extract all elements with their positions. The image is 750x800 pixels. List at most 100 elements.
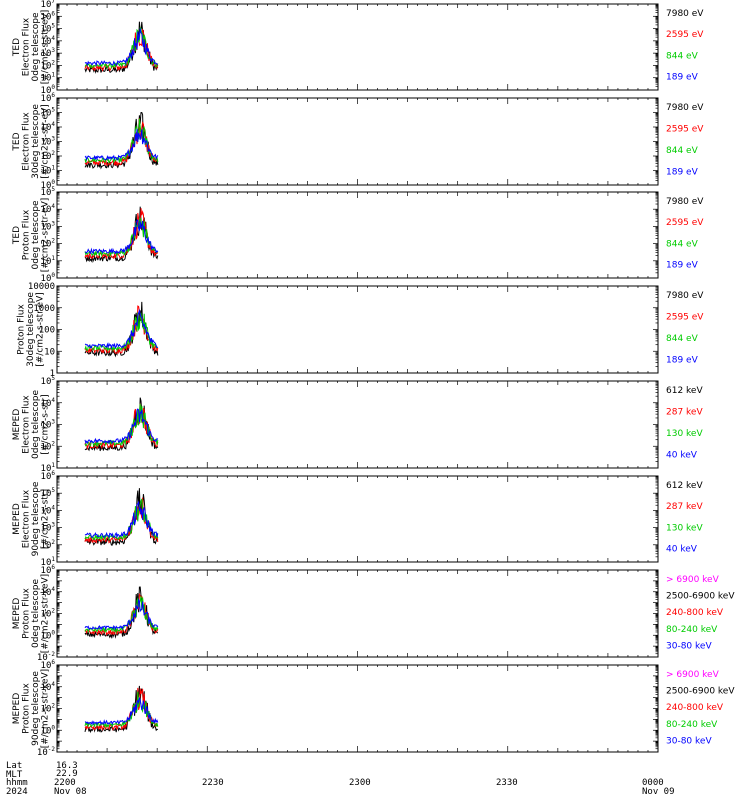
legend-entry-4: 30-80 keV [666, 736, 712, 746]
ytick-label-4-4: 105 [41, 375, 56, 387]
trace-2 [84, 27, 159, 70]
trace-3 [84, 308, 158, 350]
trace-2 [84, 312, 158, 352]
ylabel-line: [#/cm2-s-str-eV] [40, 198, 50, 273]
legend-entry-3: 189 eV [666, 261, 699, 271]
footer-label-mlt: MLT [6, 769, 23, 780]
trace-3 [84, 28, 158, 67]
panel-2-ylabel: TED Proton Flux 0deg telescope [#/cm2-s-str… [12, 198, 51, 273]
footer-label-lat: Lat [6, 761, 23, 771]
legend-entry-0: 7980 eV [666, 197, 704, 207]
panel-0-traces [84, 21, 159, 74]
panel-5-ylabel: MEPED Electron Flux 90deg telescope [#/cm2-… [12, 481, 51, 556]
ylabel-line: [#/cm2-s-str-eV] [40, 10, 50, 85]
ylabel-line: Proton Flux [21, 588, 31, 639]
footer-mlt-value: 22.9 [56, 769, 78, 779]
legend-entry-2: 130 keV [666, 429, 703, 439]
ylabel-line: 30deg telescope [26, 292, 36, 367]
ylabel-line: Electron Flux [21, 112, 31, 171]
trace-2 [84, 592, 159, 637]
ylabel-line: [#/cm2-s-str-eV] [40, 104, 50, 179]
trace-4 [84, 598, 159, 631]
legend-entry-1: 2595 eV [666, 30, 704, 40]
legend-entry-2: 844 eV [666, 51, 699, 61]
ylabel-line: TED [12, 132, 22, 151]
legend-entry-0: > 6900 keV [666, 670, 720, 680]
legend-entry-0: 7980 eV [666, 103, 704, 113]
legend-entry-2: 240-800 keV [666, 703, 724, 713]
ytick-label-0-5: 105 [41, 23, 56, 35]
ylabel-line: 0deg telescope [31, 579, 41, 649]
trace-4 [84, 697, 159, 726]
x-tick-label-2: 2300 [349, 778, 371, 788]
ylabel-line: Electron Flux [21, 489, 31, 548]
ylabel-line: 90deg telescope [31, 481, 41, 556]
trace-2 [84, 403, 159, 448]
ylabel-line: Proton Flux [21, 683, 31, 734]
legend-entry-1: 2595 eV [666, 312, 704, 322]
legend-entry-3: 189 eV [666, 167, 699, 177]
legend-entry-0: 612 keV [666, 386, 703, 396]
legend-entry-1: 287 keV [666, 407, 703, 417]
ytick-label-3-1: 10 [44, 347, 55, 357]
ylabel-line: 0deg telescope [31, 200, 41, 270]
legend-entry-1: 2595 eV [666, 218, 704, 228]
ylabel-line: [#/cm2-s-str] [40, 394, 50, 454]
ylabel-line: TED [12, 38, 22, 57]
x-date-right: Nov 09 [642, 787, 675, 797]
legend-entry-3: 80-240 keV [666, 625, 718, 635]
trace-3 [84, 500, 159, 539]
footer-label-year: 2024 [6, 786, 28, 797]
ylabel-line: 0deg telescope [31, 12, 41, 82]
panel-1-legend: 7980 eV 2595 eV 844 eV 189 eV [666, 103, 704, 177]
panel-2-legend: 7980 eV 2595 eV 844 eV 189 eV [666, 197, 704, 271]
panel-5-legend: 612 keV 287 keV 130 keV 40 keV [666, 481, 703, 555]
trace-3 [84, 128, 159, 162]
panel-3-legend: 7980 eV 2595 eV 844 eV 189 eV [666, 291, 704, 365]
panel-0-ylabel: TED Electron Flux 0deg telescope [#/cm2-s-s… [12, 10, 51, 85]
legend-entry-1: 2500-6900 keV [666, 687, 735, 697]
ytick-label-0-7: 107 [41, 0, 56, 10]
panel-4-legend: 612 keV 287 keV 130 keV 40 keV [666, 386, 703, 460]
footer-row-labels: Lat MLT hhmm 2024 [6, 762, 28, 796]
panel-4-traces [84, 397, 159, 452]
legend-entry-0: > 6900 keV [666, 575, 720, 585]
legend-entry-2: 844 eV [666, 239, 699, 249]
panel-1-ylabel: TED Electron Flux 30deg telescope [#/cm2-s-… [12, 104, 51, 179]
ylabel-line: MEPED [12, 693, 22, 725]
legend-entry-0: 612 keV [666, 481, 703, 491]
x-date-left: Nov 08 [54, 787, 87, 797]
panel-2-traces [84, 206, 159, 264]
legend-entry-2: 844 eV [666, 334, 699, 344]
legend-entry-0: 7980 eV [666, 291, 704, 301]
legend-entry-2: 130 keV [666, 523, 703, 533]
ylabel-line: Electron Flux [21, 17, 31, 76]
ytick-label-1-6: 106 [41, 92, 56, 104]
panel-6-legend: > 6900 keV 2500-6900 keV 240-800 keV 80-240… [666, 575, 735, 651]
ylabel-line: MEPED [12, 503, 22, 535]
trace-1 [84, 208, 159, 260]
trace-3 [84, 596, 159, 634]
ytick-label-3-2: 100 [39, 326, 55, 336]
ylabel-line: Proton Flux [17, 304, 27, 355]
footer-lat-value: 16.3 [56, 761, 78, 771]
footer-label-hhmm: hhmm [6, 778, 28, 789]
x-tick-label-4: 0000 [642, 778, 664, 788]
legend-entry-0: 7980 eV [666, 9, 704, 19]
trace-3 [84, 219, 159, 255]
ylabel-line: TED [12, 226, 22, 245]
legend-entry-2: 240-800 keV [666, 608, 724, 618]
legend-entry-3: 80-240 keV [666, 720, 718, 730]
legend-entry-4: 30-80 keV [666, 641, 712, 651]
x-tick-label-1: 2230 [202, 778, 224, 788]
ylabel-line: MEPED [12, 598, 22, 630]
ylabel-line: [#/cm2-s-str] [40, 489, 50, 549]
ytick-label-3-4: 10000 [28, 282, 55, 292]
